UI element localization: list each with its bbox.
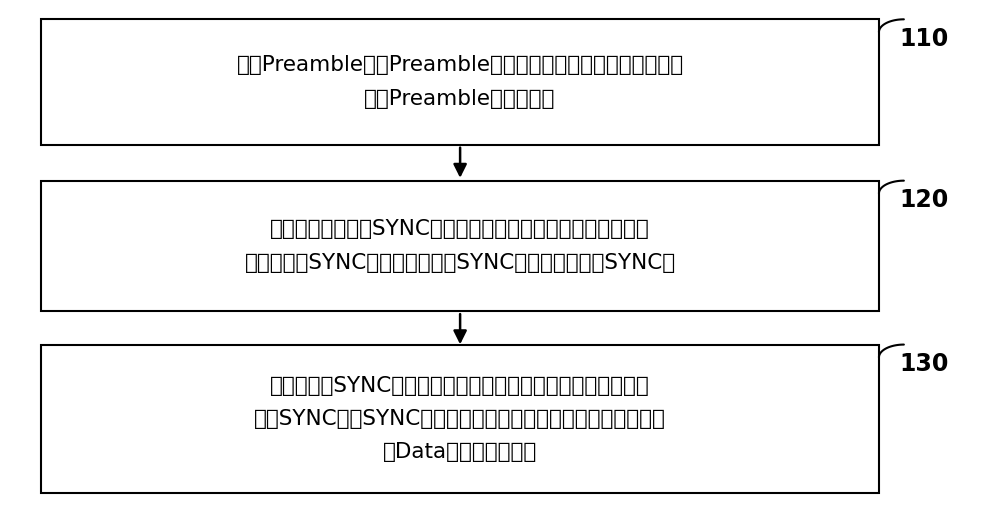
Text: 使用不同的SYNC码定义不同的调制方式，将选定的调制方式对: 使用不同的SYNC码定义不同的调制方式，将选定的调制方式对	[270, 375, 650, 396]
Text: 设置Preamble帧的Preamble码的调制格式，使用设置的调制格: 设置Preamble帧的Preamble码的调制格式，使用设置的调制格	[237, 56, 684, 75]
FancyBboxPatch shape	[41, 345, 879, 493]
Text: 应的SYNC码在SYNC帧中发送，并使用选定的调制方式对帧结构: 应的SYNC码在SYNC帧中发送，并使用选定的调制方式对帧结构	[254, 409, 666, 429]
Text: 120: 120	[899, 188, 948, 212]
Text: 110: 110	[899, 27, 948, 51]
Text: 格式数确定SYNC码的比特数，将SYNC码编码后映射到SYNC帧: 格式数确定SYNC码的比特数，将SYNC码编码后映射到SYNC帧	[245, 253, 676, 272]
Text: 根据调制阶数确定SYNC帧的调制比特数，并根据所支持的发送: 根据调制阶数确定SYNC帧的调制比特数，并根据所支持的发送	[270, 219, 650, 239]
FancyBboxPatch shape	[41, 181, 879, 311]
Text: 式对Preamble码进行发送: 式对Preamble码进行发送	[364, 89, 556, 109]
Text: 130: 130	[899, 352, 948, 376]
Text: 的Data帧进行调制发送: 的Data帧进行调制发送	[383, 442, 537, 462]
FancyBboxPatch shape	[41, 20, 879, 145]
